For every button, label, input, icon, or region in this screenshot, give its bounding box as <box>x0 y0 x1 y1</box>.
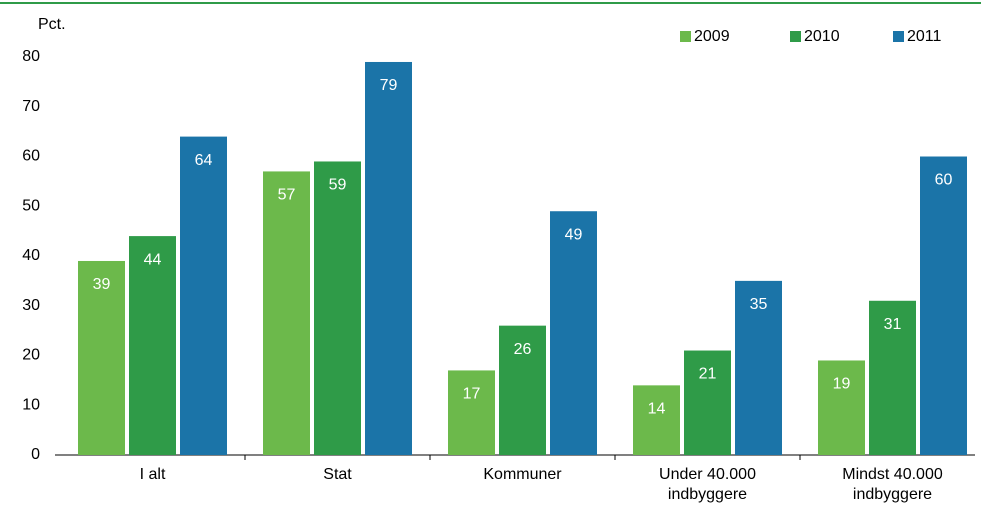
data-label: 49 <box>565 226 583 243</box>
legend-swatch <box>790 31 801 42</box>
bar <box>129 236 176 455</box>
bar <box>448 370 495 455</box>
bar <box>365 61 412 455</box>
y-tick-label: 10 <box>22 396 40 413</box>
bar <box>684 350 731 455</box>
data-label: 31 <box>884 316 902 333</box>
bar <box>735 280 782 455</box>
data-label: 59 <box>329 177 347 194</box>
bar <box>180 136 227 455</box>
bar <box>869 300 916 455</box>
y-tick-label: 30 <box>22 297 40 314</box>
y-tick-label: 70 <box>22 98 40 115</box>
data-label: 21 <box>699 366 717 383</box>
y-tick-label: 40 <box>22 247 40 264</box>
data-label: 39 <box>93 276 111 293</box>
x-tick-label: Kommuner <box>483 466 562 483</box>
x-tick-label: I alt <box>139 466 166 483</box>
data-label: 60 <box>935 172 953 189</box>
y-tick-label: 50 <box>22 197 40 214</box>
y-tick-label: 0 <box>31 446 40 463</box>
x-tick-label: Under 40.000 indbyggere <box>659 466 756 503</box>
y-tick-label: 20 <box>22 347 40 364</box>
y-tick-label: 80 <box>22 48 40 65</box>
data-label: 19 <box>833 376 851 393</box>
legend-label: 2010 <box>804 28 840 45</box>
x-tick-label: Mindst 40.000 indbyggere <box>842 466 943 503</box>
legend-label: 2009 <box>694 28 730 45</box>
y-tick-label: 60 <box>22 148 40 165</box>
data-label: 64 <box>195 152 213 169</box>
x-tick-label: Stat <box>323 466 352 483</box>
data-label: 35 <box>750 296 768 313</box>
bar <box>263 171 310 456</box>
bar <box>633 385 680 455</box>
data-label: 26 <box>514 341 532 358</box>
data-label: 57 <box>278 187 296 204</box>
bar <box>499 325 546 455</box>
legend-swatch <box>893 31 904 42</box>
legend-swatch <box>680 31 691 42</box>
data-label: 14 <box>648 401 666 418</box>
data-label: 44 <box>144 251 162 268</box>
y-axis-label: Pct. <box>38 16 66 33</box>
legend-label: 2011 <box>907 28 942 45</box>
data-label: 17 <box>463 386 481 403</box>
data-label: 79 <box>380 77 398 94</box>
bar <box>78 260 125 455</box>
bar <box>550 211 597 455</box>
bar <box>314 161 361 455</box>
bar <box>920 156 967 455</box>
bar <box>818 360 865 455</box>
